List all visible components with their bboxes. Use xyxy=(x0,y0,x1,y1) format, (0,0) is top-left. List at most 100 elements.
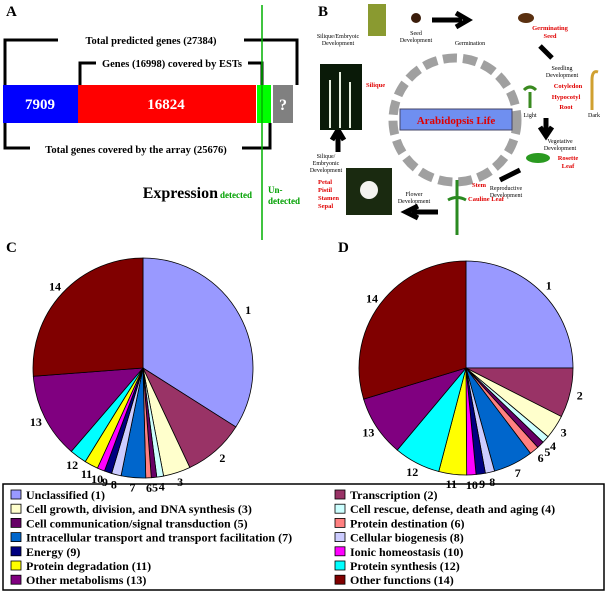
slice-label: 5 xyxy=(544,445,550,459)
silique-image xyxy=(329,72,351,128)
arrow xyxy=(498,167,522,183)
slice-label: 9 xyxy=(102,475,108,489)
organ-label: Stem xyxy=(472,182,487,189)
stage-label: Development xyxy=(400,38,433,44)
est-label: Genes (16998) covered by ESTs xyxy=(102,59,242,70)
slice-label: 1 xyxy=(546,278,552,292)
total-label: Total predicted genes (27384) xyxy=(86,36,217,47)
organ-label: Sepal xyxy=(318,203,333,210)
legend-label: Protein synthesis (12) xyxy=(350,559,460,573)
stage-label: Vegetative xyxy=(547,139,573,145)
legend-label: Cellular biogenesis (8) xyxy=(350,531,464,545)
organ-label: Cauline Leaf xyxy=(468,196,505,203)
segment-label: 7909 xyxy=(25,97,55,113)
legend-swatch xyxy=(10,503,22,514)
detected-label: detected xyxy=(220,190,252,200)
expression-label: Expression xyxy=(143,185,218,202)
arrow xyxy=(329,125,347,152)
organ-label: Seed xyxy=(544,33,557,40)
legend-label: Protein degradation (11) xyxy=(26,559,151,573)
flower-image xyxy=(360,181,378,199)
label-bg xyxy=(30,142,242,156)
legend-swatch xyxy=(10,489,22,500)
slice-label: 10 xyxy=(91,472,103,486)
arrow xyxy=(538,44,554,60)
legend-label: Cell rescue, defense, death and aging (4… xyxy=(350,502,555,516)
slice-label: 13 xyxy=(362,426,374,440)
panel-label: A xyxy=(6,4,17,20)
slice-label: 12 xyxy=(406,465,418,479)
legend-swatch xyxy=(334,518,346,528)
stage-label: Development xyxy=(544,146,577,152)
panel-b: B Arabidopsis Life Silique/Embryoic Deve… xyxy=(310,4,600,235)
arrow xyxy=(537,118,555,141)
stage-label: Development xyxy=(490,193,523,199)
stage-label: Seed xyxy=(410,31,422,37)
slice-label: 12 xyxy=(66,458,78,472)
legend-label: Ionic homeostasis (10) xyxy=(350,545,463,559)
slice-label: 1 xyxy=(245,303,251,317)
organ-label: Rosette xyxy=(558,155,579,162)
stage-label: Seedling xyxy=(552,66,573,72)
stage-label: Development xyxy=(398,199,431,205)
slice-label: 6 xyxy=(146,481,152,495)
organ-label: Stamen xyxy=(318,195,339,202)
legend-swatch xyxy=(334,503,346,514)
organ-label: Root xyxy=(559,104,573,111)
stage-label: Reproductive xyxy=(490,186,523,192)
stage-label: Silique/ xyxy=(317,154,336,160)
legend-swatch xyxy=(334,532,346,542)
legend-swatch xyxy=(10,532,22,542)
panel-label: D xyxy=(338,240,349,256)
segment xyxy=(3,85,78,123)
slice-label: 8 xyxy=(489,475,495,489)
segment xyxy=(273,85,293,123)
organ-label: Leaf xyxy=(562,163,575,170)
rosette-image xyxy=(526,153,550,163)
stage-label: Development xyxy=(310,168,343,174)
panel-label: B xyxy=(318,4,328,20)
panel-a: A Total predicted genes (27384) Genes (1… xyxy=(3,4,300,240)
arrow xyxy=(400,203,438,221)
slice-label: 2 xyxy=(577,388,583,402)
segment xyxy=(257,85,271,123)
panel-label: C xyxy=(6,240,17,256)
stage-label: Flower xyxy=(406,192,423,198)
slice-label: 6 xyxy=(538,451,544,465)
seedling-image xyxy=(522,85,538,108)
pie-slice xyxy=(32,367,144,452)
pie-slice xyxy=(358,260,467,400)
slice-label: 14 xyxy=(366,291,378,305)
organ-label: Cotyledon xyxy=(554,83,583,90)
organ-label: Pistil xyxy=(318,187,332,194)
legend-box xyxy=(2,483,605,591)
segment xyxy=(78,85,256,123)
slice-label: 11 xyxy=(81,467,92,481)
stage-label: Dark xyxy=(588,113,600,119)
legend-swatch xyxy=(10,518,22,528)
legend-swatch xyxy=(334,489,346,500)
stage-label: Silique/Embryoic xyxy=(317,34,360,40)
legend-label: Intracellular transport and transport fa… xyxy=(26,531,292,545)
legend-swatch xyxy=(334,560,346,571)
legend-label: Protein destination (6) xyxy=(350,516,464,530)
segment-label: ? xyxy=(279,97,287,114)
legend-label: Other metabolisms (13) xyxy=(26,573,146,587)
legend-swatch xyxy=(334,546,346,557)
silique-image xyxy=(368,4,386,36)
undetected-label: Un- xyxy=(268,185,283,195)
slice-label: 7 xyxy=(515,466,521,480)
slice-label: 3 xyxy=(177,475,183,489)
slice-label: 4 xyxy=(550,439,556,453)
pie-slice xyxy=(32,257,144,377)
stage-label: Development xyxy=(546,73,579,79)
organ-label: Germinating xyxy=(532,25,568,32)
germinating-seed-image xyxy=(518,13,534,23)
plant-image xyxy=(447,180,467,235)
organ-label: Hypocotyl xyxy=(552,94,581,101)
slice-label: 3 xyxy=(561,426,567,440)
legend: Unclassified (1) Transcription (2) Cell gr… xyxy=(10,488,555,587)
legend-label: Cell growth, division, and DNA synthesis… xyxy=(26,502,252,516)
center-box xyxy=(399,108,513,131)
slice-label: 7 xyxy=(129,481,135,495)
